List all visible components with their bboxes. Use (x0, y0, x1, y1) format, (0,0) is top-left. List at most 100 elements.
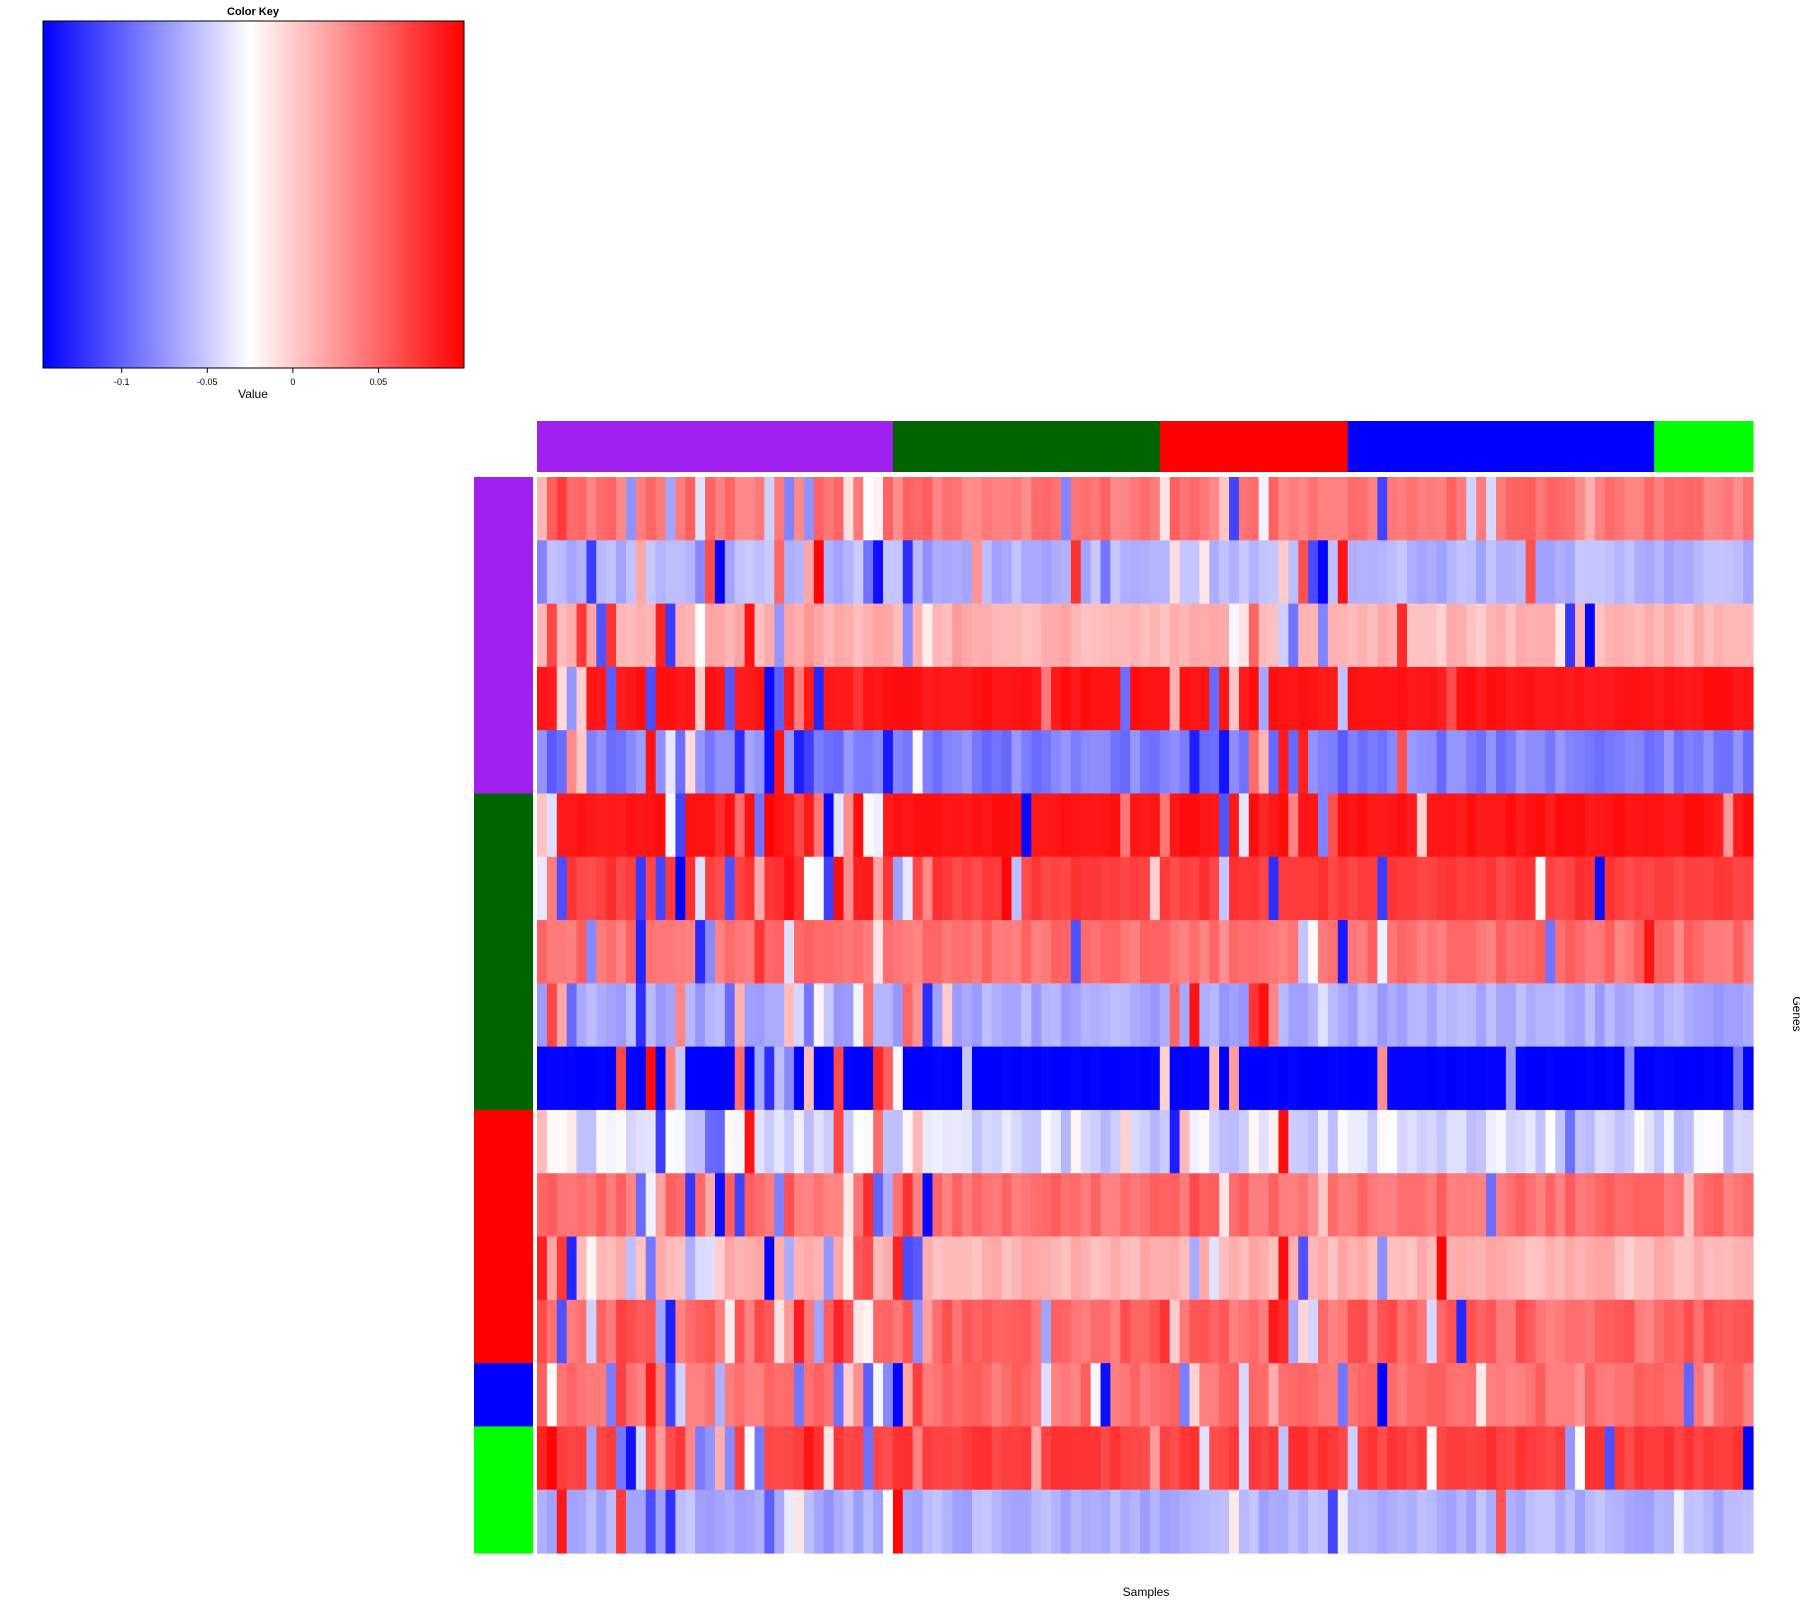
heatmap-cell (1288, 856, 1299, 921)
heatmap-cell (754, 983, 765, 1048)
heatmap-cell (685, 540, 696, 605)
heatmap-cell (764, 1363, 775, 1428)
heatmap-cell (1318, 666, 1329, 731)
heatmap-cell (1308, 856, 1319, 921)
heatmap-cell (1357, 1046, 1369, 1111)
heatmap-cell (833, 793, 845, 858)
heatmap-cell (635, 920, 647, 984)
heatmap-cell (537, 603, 548, 668)
heatmap-cell (853, 983, 864, 1048)
heatmap-cell (1713, 1109, 1724, 1174)
heatmap-cell (1525, 1489, 1537, 1554)
heatmap-cell (1238, 1046, 1250, 1111)
heatmap-cell (843, 666, 854, 731)
heatmap-cell (1268, 1489, 1280, 1554)
heatmap-cell (912, 793, 924, 858)
color-key-tick-label: -0.05 (197, 377, 218, 387)
heatmap-cell (1594, 666, 1606, 731)
heatmap-cell (774, 1046, 785, 1111)
heatmap-cell (1238, 603, 1250, 668)
heatmap-cell (705, 1173, 716, 1238)
heatmap-cell (1545, 730, 1556, 795)
heatmap-cell (962, 1173, 973, 1238)
heatmap-cell (1683, 477, 1695, 541)
heatmap-cell (695, 983, 706, 1048)
heatmap-cell (883, 793, 894, 858)
heatmap-cell (1140, 1299, 1151, 1364)
heatmap-cell (942, 920, 953, 984)
heatmap-cell (1189, 730, 1200, 795)
heatmap-cell (1268, 540, 1280, 605)
heatmap-cell (863, 920, 874, 984)
heatmap-cell (1337, 793, 1349, 858)
heatmap-cell (1001, 730, 1013, 795)
heatmap-cell (1584, 1046, 1596, 1111)
heatmap-cell (1090, 920, 1102, 984)
heatmap-cell (1466, 477, 1477, 541)
heatmap-cell (863, 1236, 874, 1301)
heatmap-cell (823, 1046, 835, 1111)
heatmap-cell (863, 1299, 874, 1364)
heatmap-cell (596, 603, 607, 668)
heatmap-cell (537, 1299, 548, 1364)
heatmap-cell (1545, 856, 1556, 921)
heatmap-cell (1387, 666, 1398, 731)
heatmap-cell (1031, 1046, 1042, 1111)
heatmap-cell (813, 730, 825, 795)
heatmap-cell (1604, 1046, 1616, 1111)
heatmap-cell (1634, 1236, 1645, 1301)
heatmap-cell (1664, 540, 1675, 605)
heatmap-cell (1397, 1363, 1408, 1428)
heatmap-cell (1614, 856, 1626, 921)
heatmap-cell (1495, 1299, 1507, 1364)
heatmap-cell (1169, 856, 1181, 921)
heatmap-cell (1416, 983, 1428, 1048)
heatmap-cell (1169, 666, 1181, 731)
heatmap-cell (1505, 1363, 1517, 1428)
heatmap-cell (665, 730, 677, 795)
heatmap-cell (714, 920, 726, 984)
heatmap-cell (1436, 1299, 1448, 1364)
heatmap-cell (685, 856, 696, 921)
heatmap-cell (1713, 1173, 1724, 1238)
heatmap-cell (1169, 983, 1181, 1048)
heatmap-cell (813, 1426, 825, 1491)
heatmap-cell (1416, 603, 1428, 668)
heatmap-cell (1733, 1046, 1744, 1111)
heatmap-cell (537, 1426, 548, 1491)
heatmap-cell (1446, 856, 1458, 921)
heatmap-cell (1169, 603, 1181, 668)
heatmap-cell (902, 1426, 914, 1491)
heatmap-cell (1515, 1299, 1527, 1364)
heatmap-cell (1476, 1489, 1487, 1554)
heatmap-cell (981, 540, 993, 605)
heatmap-cell (991, 730, 1003, 795)
heatmap-cell (1327, 1109, 1339, 1174)
heatmap-cell (705, 793, 716, 858)
heatmap-cell (1179, 1236, 1191, 1301)
heatmap-cell (1486, 603, 1497, 668)
heatmap-cell (981, 603, 993, 668)
heatmap-cell (1179, 1173, 1191, 1238)
heatmap-cell (892, 1173, 904, 1238)
heatmap-cell (1456, 603, 1467, 668)
heatmap-cell (1110, 1426, 1121, 1491)
heatmap-cell (1367, 1173, 1378, 1238)
heatmap-cell (1575, 1236, 1586, 1301)
heatmap-cell (991, 1109, 1003, 1174)
heatmap-cell (1644, 1426, 1655, 1491)
heatmap-cell (1110, 793, 1121, 858)
heatmap-cell (744, 920, 756, 984)
heatmap-cell (1654, 730, 1665, 795)
heatmap-cell (724, 1046, 736, 1111)
heatmap-cell (1555, 730, 1566, 795)
heatmap-cell (1693, 856, 1705, 921)
heatmap-cell (566, 983, 578, 1048)
heatmap-cell (1476, 666, 1487, 731)
heatmap-cell (1120, 793, 1131, 858)
heatmap-cell (1525, 1363, 1537, 1428)
heatmap-cell (1130, 983, 1141, 1048)
heatmap-cell (1051, 856, 1062, 921)
heatmap-cell (922, 1489, 934, 1554)
heatmap-cell (1070, 1426, 1082, 1491)
